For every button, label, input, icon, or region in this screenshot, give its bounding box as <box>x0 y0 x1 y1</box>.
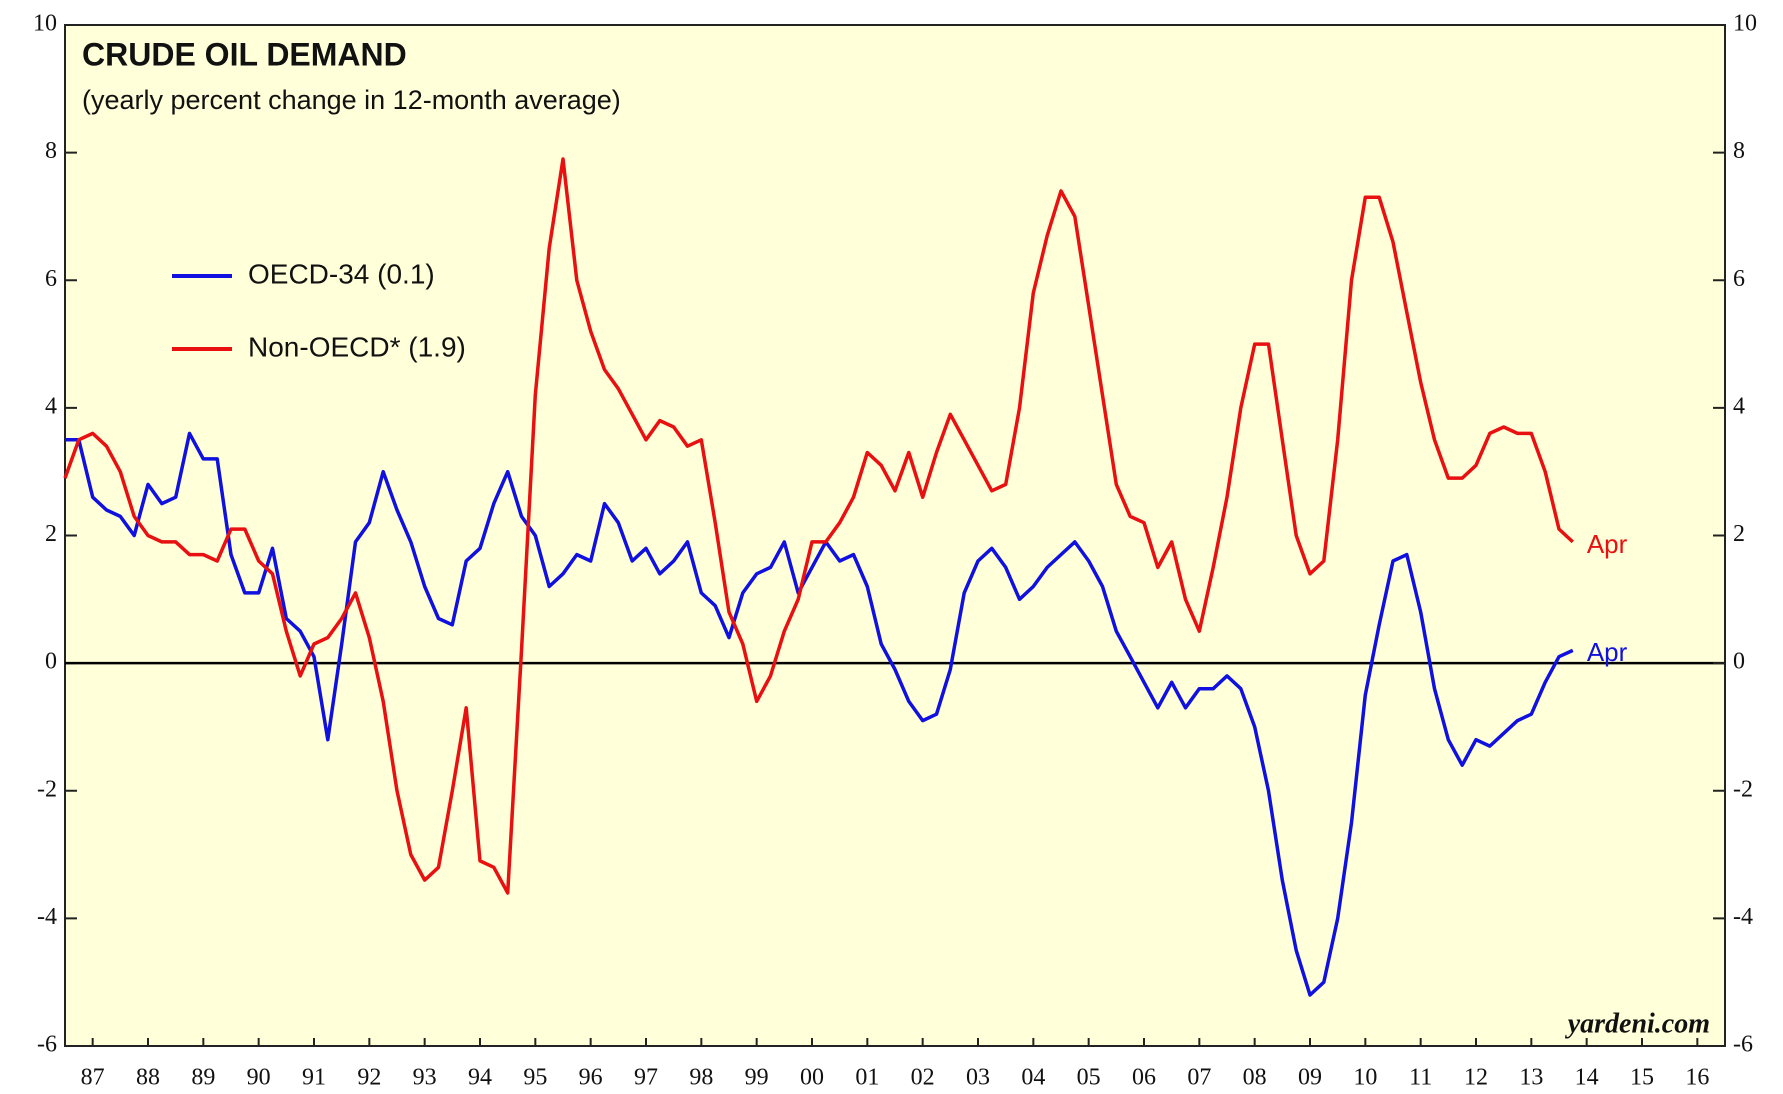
y-tick-label: 6 <box>45 266 57 292</box>
x-tick-label: 10 <box>1353 1065 1377 1091</box>
x-tick-label: 05 <box>1077 1065 1101 1091</box>
x-tick-label: 94 <box>468 1065 492 1091</box>
legend-label: OECD-34 (0.1) <box>248 258 435 289</box>
y-tick-label: -6 <box>37 1032 57 1058</box>
x-tick-label: 15 <box>1630 1065 1654 1091</box>
x-tick-label: 93 <box>413 1065 437 1091</box>
x-tick-label: 12 <box>1464 1065 1488 1091</box>
y2-tick-label: 6 <box>1733 266 1745 292</box>
end-label: Apr <box>1587 637 1628 667</box>
plot-area <box>64 24 1726 1047</box>
chart-title: CRUDE OIL DEMAND <box>82 36 407 72</box>
y2-tick-label: 0 <box>1733 649 1745 675</box>
x-tick-label: 97 <box>634 1065 658 1091</box>
series-line <box>65 431 1574 997</box>
y2-tick-label: 8 <box>1733 138 1745 164</box>
x-tick-label: 14 <box>1575 1065 1599 1091</box>
y2-tick-label: 2 <box>1733 521 1745 547</box>
x-tick-label: 89 <box>191 1065 215 1091</box>
x-tick-label: 95 <box>523 1065 547 1091</box>
x-tick-label: 08 <box>1243 1065 1267 1091</box>
legend-label: Non-OECD* (1.9) <box>248 331 466 362</box>
x-tick-label: 02 <box>911 1065 935 1091</box>
x-tick-label: 99 <box>745 1065 769 1091</box>
x-tick-label: 88 <box>136 1065 160 1091</box>
x-tick-label: 91 <box>302 1065 326 1091</box>
x-tick-label: 00 <box>800 1065 824 1091</box>
x-tick-label: 90 <box>247 1065 271 1091</box>
x-tick-label: 96 <box>579 1065 603 1091</box>
x-tick-label: 98 <box>689 1065 713 1091</box>
y2-tick-label: -6 <box>1733 1032 1753 1058</box>
y-tick-label: -4 <box>37 904 57 930</box>
y-tick-label: -2 <box>37 776 57 802</box>
series-line <box>63 157 1574 895</box>
x-tick-label: 92 <box>357 1065 381 1091</box>
x-tick-label: 03 <box>966 1065 990 1091</box>
x-tick-label: 13 <box>1519 1065 1543 1091</box>
chart-subtitle: (yearly percent change in 12-month avera… <box>82 85 621 115</box>
y2-tick-label: 10 <box>1733 11 1757 37</box>
y-tick-label: 8 <box>45 138 57 164</box>
y2-tick-label: -2 <box>1733 776 1753 802</box>
y-tick-label: 4 <box>45 393 57 419</box>
source: yardeni.com <box>1565 1008 1710 1039</box>
y-tick-label: 10 <box>33 11 57 37</box>
x-tick-label: 01 <box>855 1065 879 1091</box>
end-label: Apr <box>1587 529 1628 559</box>
x-tick-label: 09 <box>1298 1065 1322 1091</box>
x-tick-label: 87 <box>81 1065 105 1091</box>
x-tick-label: 11 <box>1409 1065 1432 1091</box>
y2-tick-label: 4 <box>1733 393 1745 419</box>
x-tick-label: 06 <box>1132 1065 1156 1091</box>
x-tick-label: 16 <box>1685 1065 1709 1091</box>
y2-tick-label: -4 <box>1733 904 1753 930</box>
y-tick-label: 0 <box>45 649 57 675</box>
x-tick-label: 04 <box>1021 1065 1045 1091</box>
x-tick-label: 07 <box>1187 1065 1211 1091</box>
y-tick-label: 2 <box>45 521 57 547</box>
